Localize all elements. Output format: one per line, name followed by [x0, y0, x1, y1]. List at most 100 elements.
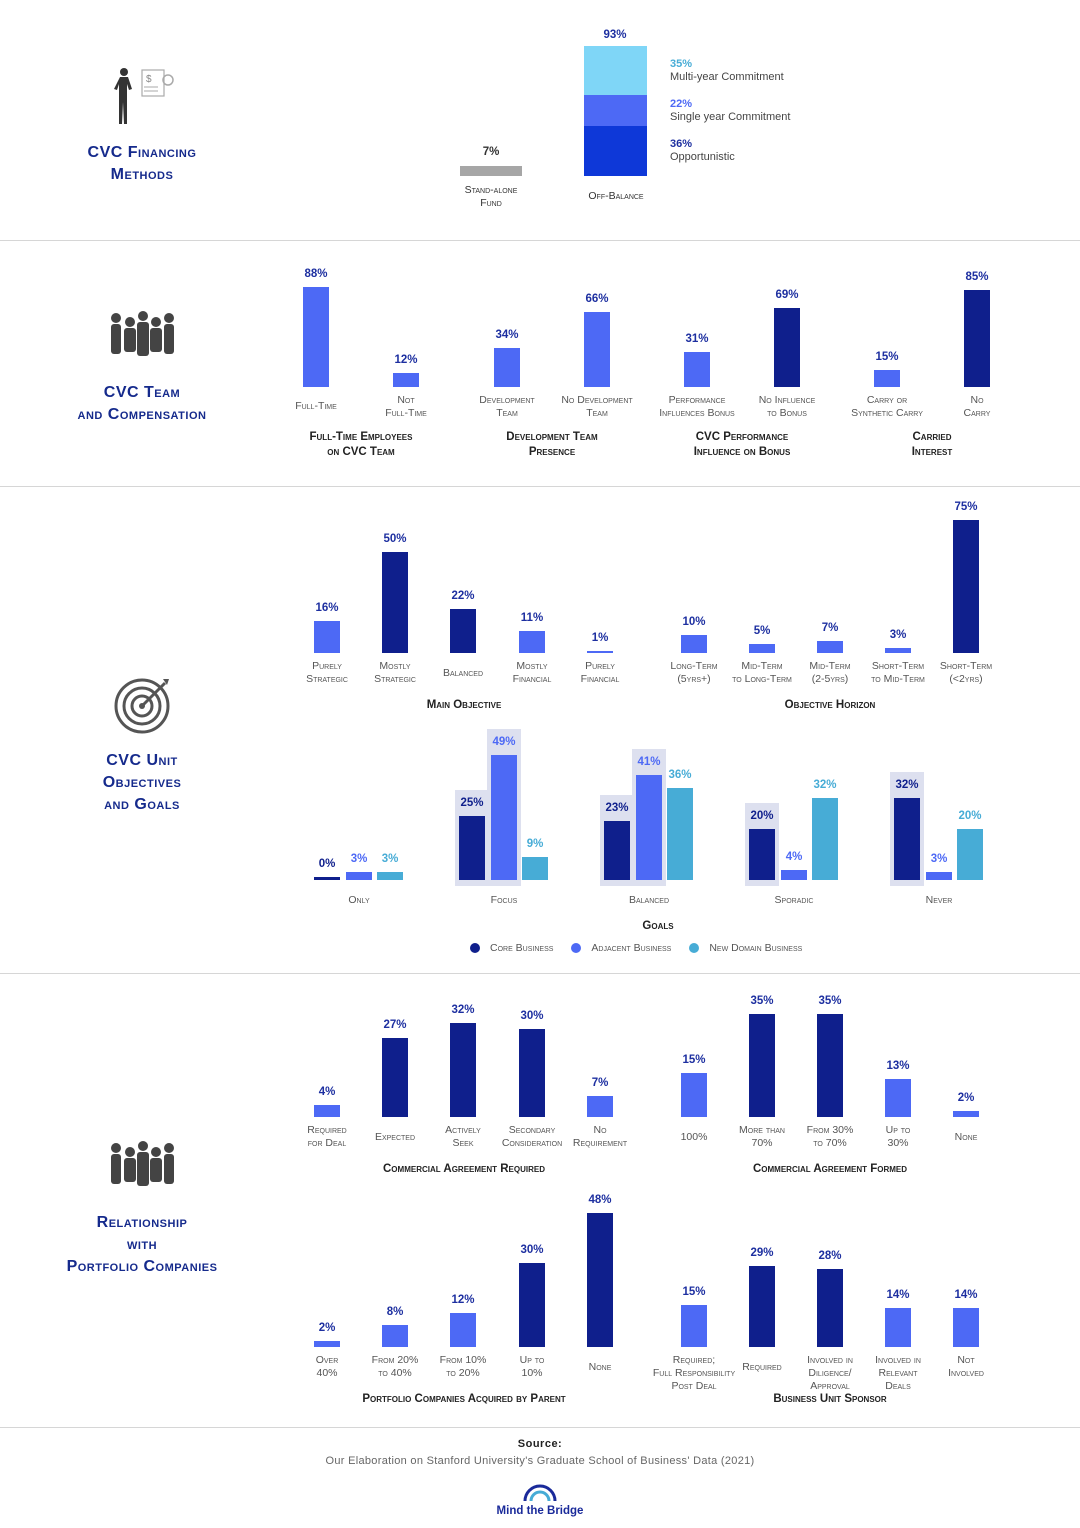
value-label: 20%	[958, 810, 982, 822]
bar-stand-alone-fund	[460, 166, 522, 176]
bar	[584, 311, 610, 387]
value-label: 4%	[785, 850, 803, 863]
bar-new_domain	[377, 872, 403, 880]
value-label: 2%	[957, 1092, 975, 1105]
bar	[314, 1341, 340, 1347]
category-label: Off-Balance	[588, 190, 644, 202]
team-group-icon	[111, 311, 174, 356]
source-text: Our Elaboration on Stanford University's…	[325, 1455, 755, 1467]
stack-legend-label: 36% Opportunistic	[670, 138, 735, 164]
value-label: 2%	[318, 1322, 336, 1335]
bar-core	[314, 877, 340, 880]
bar-new_domain	[522, 857, 548, 880]
value-label: 4%	[318, 1086, 336, 1099]
category-label: Mid-Term (2-5yrs)	[809, 660, 851, 685]
category-label: Involved in Diligence/ Approval	[807, 1354, 853, 1392]
value-label: 20%	[750, 810, 774, 822]
category-label: Required	[742, 1361, 782, 1373]
value-label: 25%	[460, 797, 484, 810]
value-label: 35%	[818, 995, 842, 1008]
value-label: 48%	[588, 1193, 612, 1206]
category-label: Balanced	[442, 667, 484, 679]
category-label: Not Involved	[948, 1354, 984, 1379]
value-label: 7%	[482, 146, 500, 159]
category-label: Only	[348, 894, 370, 906]
legend-new-domain-business: New Domain Business	[689, 942, 802, 954]
bar	[681, 1305, 707, 1347]
value-label: 16%	[315, 601, 339, 614]
category-label: Performance Influences Bonus	[659, 394, 735, 419]
section-divider	[0, 486, 1080, 487]
value-label: 3%	[889, 628, 907, 641]
value-label: 3%	[350, 853, 368, 866]
stack-value: 35%	[670, 58, 693, 70]
category-label: Involved in Relevant Deals	[875, 1354, 921, 1392]
bar	[382, 1324, 408, 1347]
category-label: From 30% to 70%	[806, 1124, 854, 1149]
legend-dot-icon	[689, 943, 700, 953]
category-label: Short-Term to Mid-Term	[871, 660, 925, 685]
bar	[519, 630, 545, 653]
stack-value: 36%	[670, 138, 693, 150]
bar	[953, 520, 979, 653]
bar	[885, 1307, 911, 1347]
category-label: Secondary Consideration	[501, 1124, 563, 1149]
category-label: Long-Term (5yrs+)	[670, 660, 718, 685]
category-label: Mid-Term to Long-Term	[732, 660, 792, 685]
team-group-icon	[111, 1141, 174, 1186]
bar-adjacent	[346, 872, 372, 880]
value-label: 69%	[775, 289, 799, 302]
category-label: Balanced	[628, 894, 670, 906]
category-label: Sporadic	[774, 894, 814, 906]
bar	[450, 1022, 476, 1117]
bar-core	[459, 816, 485, 880]
bar	[681, 635, 707, 653]
section-title-objectives: CVC Unit Objectives and Goals	[102, 752, 182, 813]
bar	[587, 650, 613, 653]
value-label: 15%	[682, 1286, 706, 1298]
bar	[684, 351, 710, 387]
value-label: 7%	[821, 621, 839, 634]
logo-text: Mind the Bridge	[496, 1505, 584, 1517]
category-label: No Carry	[963, 394, 991, 419]
legend-label: New Domain Business	[709, 942, 803, 954]
category-label: From 10% to 20%	[439, 1354, 487, 1379]
stack-segment-1	[584, 94, 647, 126]
goals-legend: Core Business Adjacent Business New Doma…	[470, 942, 802, 954]
mind-the-bridge-logo	[523, 1484, 557, 1502]
section-divider	[0, 240, 1080, 241]
stack-legend-label: 22% Single year Commitment	[670, 98, 790, 124]
category-label: 100%	[680, 1131, 708, 1143]
bar	[519, 1028, 545, 1117]
category-label: Required; Full Responsibility Post Deal	[652, 1354, 736, 1392]
category-label: Never	[925, 894, 953, 906]
value-label: 8%	[386, 1305, 404, 1318]
category-label: Focus	[490, 894, 518, 906]
bar	[314, 1105, 340, 1117]
bar	[494, 348, 520, 387]
bar	[587, 1096, 613, 1117]
value-label: 15%	[682, 1053, 706, 1066]
value-label: 12%	[394, 354, 418, 367]
category-label: More than 70%	[739, 1124, 785, 1149]
bar-new_domain	[667, 788, 693, 880]
category-label: No Development Team	[561, 394, 633, 419]
chart-title: Goals	[642, 920, 674, 932]
category-label: Expected	[374, 1131, 416, 1143]
category-label: Purely Financial	[580, 660, 620, 685]
chart-title: Commercial Agreement Formed	[752, 1163, 908, 1175]
value-label: 31%	[685, 332, 709, 345]
category-label: Required for Deal	[307, 1124, 347, 1149]
stack-segment-2	[584, 125, 647, 176]
bar	[314, 620, 340, 653]
section-title-financing: CVC Financing Methods	[87, 144, 197, 183]
value-label: 29%	[750, 1246, 774, 1259]
stack-name: Single year Commitment	[670, 111, 791, 123]
category-label: Mostly Financial	[512, 660, 552, 685]
category-label: Up to 10%	[519, 1354, 545, 1379]
value-label: 14%	[886, 1288, 910, 1301]
bar	[817, 1268, 843, 1347]
bar	[587, 1212, 613, 1347]
svg-text:$: $	[146, 74, 152, 85]
